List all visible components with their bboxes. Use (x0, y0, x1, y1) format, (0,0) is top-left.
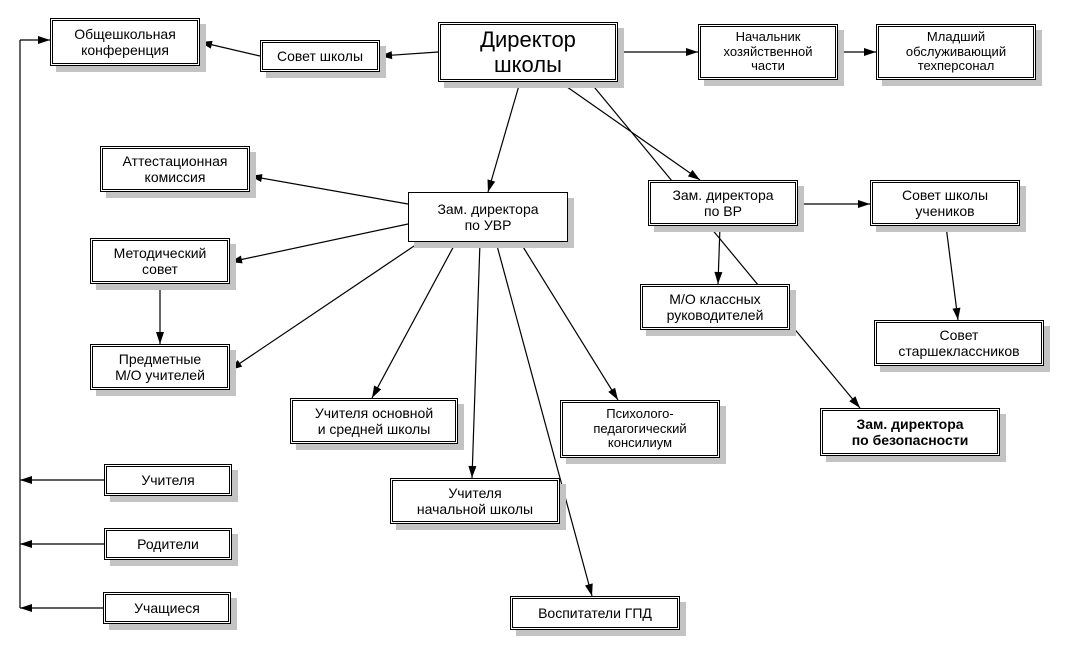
node-label: Учащиеся (134, 600, 200, 616)
node-director: Директоршколы (438, 22, 618, 82)
node-psych: Психолого-педагогическийконсилиум (560, 400, 720, 458)
node-starshe: Советстаршеклассников (874, 320, 1044, 366)
node-teachers: Учителя (104, 464, 232, 496)
node-label: Родители (137, 536, 199, 552)
node-zambez: Зам. директорапо безопасности (820, 408, 1000, 456)
node-label: Зам. директорапо безопасности (852, 416, 969, 448)
node-sovet: Совет школы (260, 40, 380, 72)
org-chart: Директоршколы Общешкольнаяконференция Сове… (0, 0, 1068, 664)
node-zamuvr: Зам. директорапо УВР (408, 192, 568, 242)
node-label: Аттестационнаякомиссия (123, 153, 228, 185)
node-label: Советстаршеклассников (898, 327, 1019, 359)
node-pupils: Учащиеся (103, 592, 231, 624)
node-label: Зам. директорапо УВР (437, 201, 538, 233)
node-mokl: М/О классныхруководителей (640, 284, 790, 330)
node-label: Учителяначальной школы (417, 485, 533, 517)
node-label: Младшийобслуживающийтехперсонал (906, 30, 1006, 75)
node-label: Воспитатели ГПД (538, 605, 652, 621)
node-label: Зам. директорапо ВР (672, 187, 773, 219)
node-studsov: Совет школыучеников (870, 180, 1020, 226)
node-label: Начальникхозяйственнойчасти (724, 30, 813, 75)
node-label: Методическийсовет (114, 245, 207, 277)
node-parents: Родители (104, 528, 232, 560)
node-nachhoz: Начальникхозяйственнойчасти (698, 24, 838, 80)
node-techpers: Младшийобслуживающийтехперсонал (876, 24, 1036, 80)
node-conf: Общешкольнаяконференция (50, 18, 200, 66)
node-label: Общешкольнаяконференция (74, 26, 176, 58)
node-label: М/О классныхруководителей (667, 291, 764, 323)
node-attest: Аттестационнаякомиссия (100, 146, 250, 192)
node-metsov: Методическийсовет (90, 238, 230, 284)
node-label: ПредметныеМ/О учителей (115, 351, 205, 383)
node-label: Психолого-педагогическийконсилиум (593, 407, 686, 452)
node-label: Учителя основнойи средней школы (315, 405, 433, 437)
node-zamvr: Зам. директорапо ВР (648, 180, 798, 226)
node-predmo: ПредметныеМ/О учителей (90, 344, 230, 390)
node-label: Совет школы (277, 48, 363, 64)
node-label: Совет школыучеников (902, 187, 988, 219)
node-teachmain: Учителя основнойи средней школы (290, 398, 458, 444)
node-label: Учителя (141, 472, 194, 488)
node-teachprim: Учителяначальной школы (390, 478, 560, 524)
node-gpd: Воспитатели ГПД (510, 596, 680, 630)
node-label: Директоршколы (480, 27, 576, 78)
